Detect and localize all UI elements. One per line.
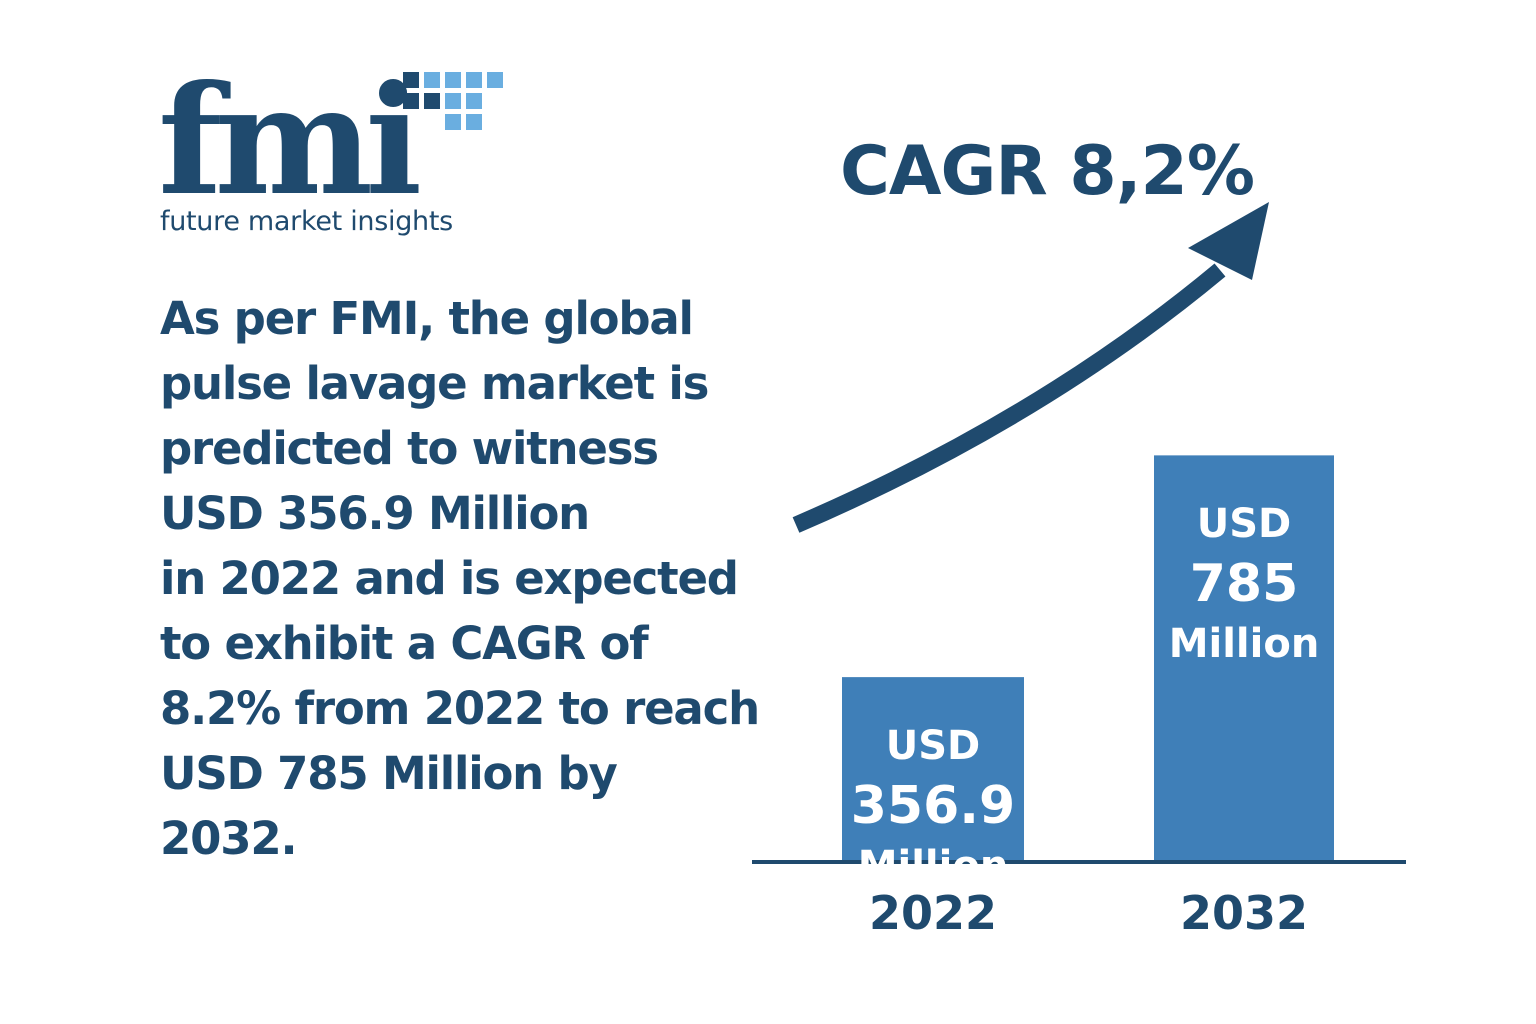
bar-label-prefix: USD: [885, 723, 981, 770]
growth-arrow-shaft: [792, 263, 1226, 533]
bar-label-unit: Million: [1168, 621, 1320, 668]
logo-grid-square: [424, 93, 440, 109]
x-tick-label: 2022: [868, 886, 998, 940]
logo-wordmark: fmi: [158, 53, 422, 229]
logo-grid-square: [403, 93, 419, 109]
logo-grid-square: [466, 114, 482, 130]
logo-grid-square: [403, 72, 419, 88]
bar-value-label: USD 356.9 Million: [842, 717, 1024, 895]
logo-grid-square: [487, 72, 503, 88]
bar-2022: [842, 677, 1024, 862]
bar-label-value: 785: [1189, 554, 1299, 615]
bar-label-prefix: USD: [1196, 501, 1292, 548]
chart-title: CAGR 8,2%: [840, 132, 1255, 211]
logo-grid-square: [424, 72, 440, 88]
logo-grid-square: [445, 93, 461, 109]
logo-grid-square: [445, 114, 461, 130]
bar-label-value: 356.9: [850, 776, 1016, 837]
bar-label-unit: Million: [857, 843, 1009, 890]
x-tick-label: 2032: [1179, 886, 1309, 940]
bar-value-label: USD 785 Million: [1154, 495, 1334, 673]
fmi-logo: fmi future market insights: [158, 60, 518, 250]
logo-grid-square: [466, 72, 482, 88]
growth-arrow-head-icon: [1188, 202, 1269, 280]
market-description: As per FMI, the global pulse lavage mark…: [160, 292, 760, 865]
chart-canvas: [752, 202, 1406, 864]
bar-2032: [1154, 455, 1334, 862]
logo-tagline: future market insights: [160, 206, 453, 237]
logo-grid-square: [466, 93, 482, 109]
logo-grid-square: [445, 72, 461, 88]
market-size-chart: CAGR 8,2% USD 356.9 Million 2022 USD 785 Milli…: [740, 120, 1440, 980]
